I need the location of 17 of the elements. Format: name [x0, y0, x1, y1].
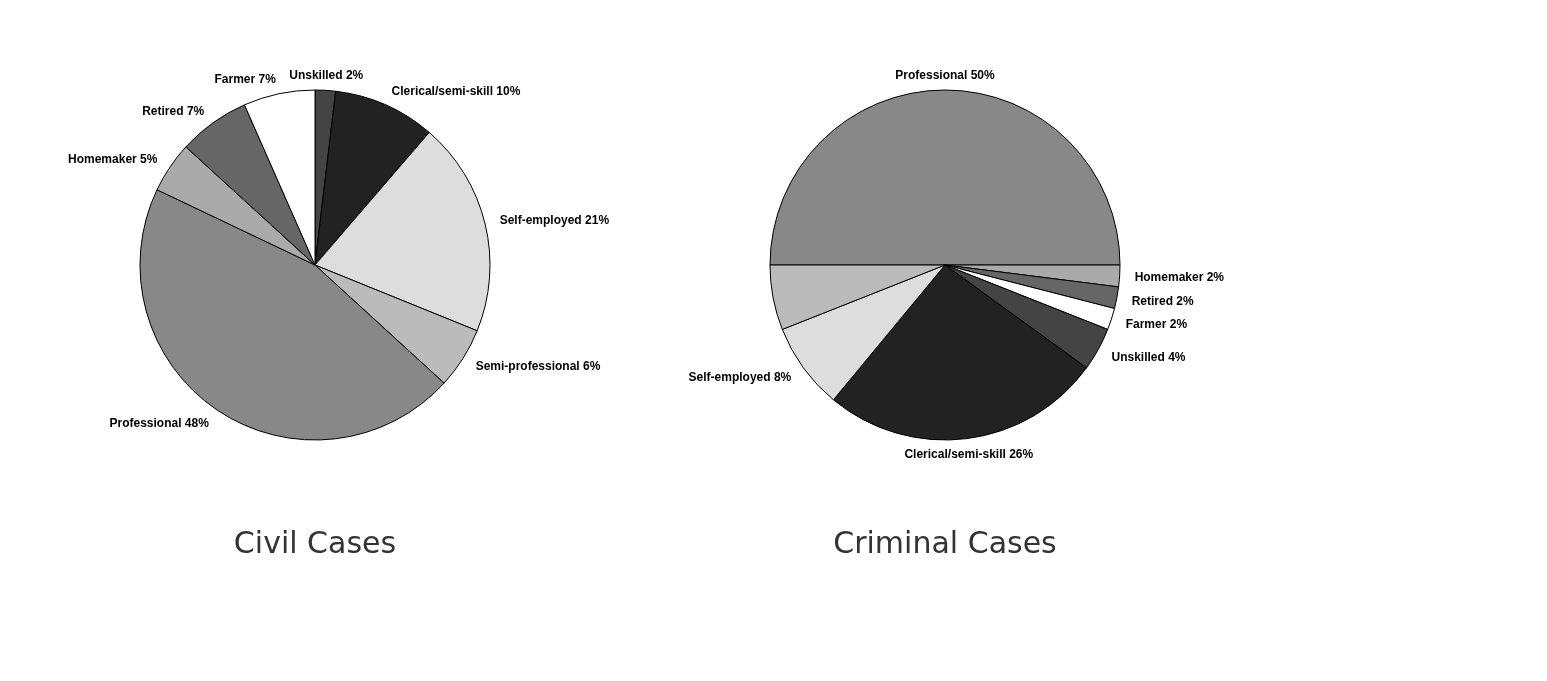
slice-label: Retired 7%: [142, 103, 205, 118]
slice-label: Homemaker 5%: [68, 151, 158, 166]
slice-label: Retired 2%: [1131, 293, 1194, 308]
slice-label: Professional 48%: [109, 415, 210, 430]
slice-label: Homemaker 2%: [1134, 269, 1225, 284]
slice-label: Farmer 7%: [214, 72, 277, 87]
slice-label: Professional 50%: [895, 68, 996, 82]
slice-label: Clerical/semi-skill 10%: [391, 84, 521, 99]
text: Criminal Cases: [833, 525, 1057, 560]
slice-label: Semi-professional 6%: [475, 359, 601, 374]
text: Civil Cases: [233, 525, 397, 560]
slice-label: Self-employed 8%: [688, 369, 792, 384]
slice-label: Farmer 2%: [1125, 316, 1188, 331]
slice-label: Clerical/semi-skill 26%: [904, 446, 1034, 461]
slice-label: Unskilled 4%: [1111, 349, 1186, 364]
slice-label: Self-employed 21%: [499, 213, 610, 228]
slice-label: Unskilled 2%: [289, 68, 364, 83]
